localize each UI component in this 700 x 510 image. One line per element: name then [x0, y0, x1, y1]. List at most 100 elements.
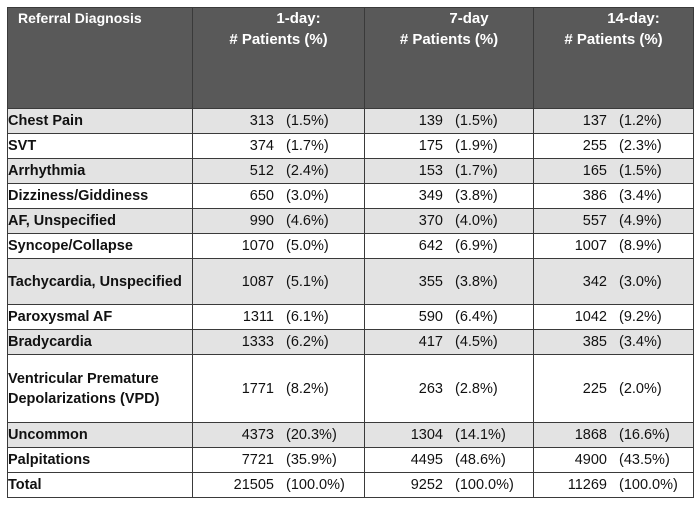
- patient-percent: (3.8%): [455, 273, 498, 290]
- header-1-day: 1-day: # Patients (%): [192, 7, 365, 109]
- patient-count: 385: [582, 334, 607, 350]
- diagnosis-label: SVT: [7, 133, 193, 159]
- patient-count: 7721: [241, 452, 274, 468]
- patient-percent: (9.2%): [619, 309, 662, 325]
- patient-percent: (5.0%): [286, 238, 329, 254]
- patient-count: 1868: [574, 427, 607, 443]
- patient-count: 4900: [574, 452, 607, 468]
- d1-cell: 1087 (5.1%): [192, 258, 365, 305]
- diagnosis-label: Arrhythmia: [7, 158, 193, 184]
- d7-cell: 9252 (100.0%): [364, 472, 534, 498]
- patient-percent: (3.8%): [455, 188, 498, 204]
- patient-percent: (1.2%): [619, 113, 662, 129]
- table-row: Dizziness/Giddiness 650 (3.0%) 349 (3.8%) 386…: [7, 183, 694, 209]
- header-14-day: 14-day: # Patients (%): [533, 7, 694, 109]
- patient-count: 4495: [410, 452, 443, 468]
- patient-count: 1042: [574, 309, 607, 325]
- patient-percent: (4.6%): [286, 213, 329, 229]
- d7-cell: 417 (4.5%): [364, 329, 534, 355]
- diagnosis-label: Paroxysmal AF: [7, 304, 193, 330]
- d1-cell: 313 (1.5%): [192, 108, 365, 134]
- patient-count: 175: [418, 138, 443, 154]
- d7-cell: 153 (1.7%): [364, 158, 534, 184]
- d1-cell: 4373 (20.3%): [192, 422, 365, 448]
- patient-percent: (16.6%): [619, 427, 670, 443]
- patient-percent: (100.0%): [619, 477, 678, 493]
- patient-count: 153: [418, 163, 443, 179]
- patient-count: 342: [582, 273, 607, 290]
- patient-count: 165: [582, 163, 607, 179]
- patient-count: 557: [582, 213, 607, 229]
- header-diagnosis: Referral Diagnosis: [7, 7, 193, 109]
- d1-cell: 7721 (35.9%): [192, 447, 365, 473]
- header-1-day-subtitle: # Patients (%): [229, 31, 328, 48]
- d7-cell: 1304 (14.1%): [364, 422, 534, 448]
- patient-percent: (6.4%): [455, 309, 498, 325]
- patient-percent: (3.4%): [619, 334, 662, 350]
- diagnosis-label: Ventricular Premature Depolarizations (V…: [7, 354, 193, 423]
- d7-cell: 263 (2.8%): [364, 354, 534, 423]
- d14-cell: 1042 (9.2%): [533, 304, 694, 330]
- d14-cell: 137 (1.2%): [533, 108, 694, 134]
- d1-cell: 1771 (8.2%): [192, 354, 365, 423]
- total-row: Total 21505 (100.0%) 9252 (100.0%) 11269 (100.…: [7, 472, 694, 498]
- patient-percent: (35.9%): [286, 452, 337, 468]
- d7-cell: 642 (6.9%): [364, 233, 534, 259]
- patient-percent: (8.2%): [286, 380, 329, 397]
- patient-count: 417: [418, 334, 443, 350]
- d14-cell: 385 (3.4%): [533, 329, 694, 355]
- d1-cell: 1070 (5.0%): [192, 233, 365, 259]
- d1-cell: 1311 (6.1%): [192, 304, 365, 330]
- patient-percent: (2.8%): [455, 380, 498, 397]
- table-row: Bradycardia 1333 (6.2%) 417 (4.5%) 385 (3.4%): [7, 329, 694, 355]
- diagnosis-label: Total: [7, 472, 193, 498]
- table-row: Chest Pain 313 (1.5%) 139 (1.5%) 137 (1.2%): [7, 108, 694, 134]
- patient-percent: (14.1%): [455, 427, 506, 443]
- patient-percent: (1.5%): [455, 113, 498, 129]
- header-14-day-subtitle: # Patients (%): [564, 31, 663, 48]
- d1-cell: 21505 (100.0%): [192, 472, 365, 498]
- patient-count: 139: [418, 113, 443, 129]
- table-row: Tachycardia, Unspecified 1087 (5.1%) 355 (3.…: [7, 258, 694, 305]
- patient-percent: (6.9%): [455, 238, 498, 254]
- patient-percent: (100.0%): [455, 477, 514, 493]
- header-14-day-title: 14-day:: [607, 10, 660, 27]
- patient-count: 1007: [574, 238, 607, 254]
- patient-count: 255: [582, 138, 607, 154]
- patient-count: 1311: [242, 309, 274, 325]
- d7-cell: 139 (1.5%): [364, 108, 534, 134]
- patient-count: 1070: [241, 238, 274, 254]
- patient-percent: (8.9%): [619, 238, 662, 254]
- patient-percent: (4.9%): [619, 213, 662, 229]
- table-row: Uncommon 4373 (20.3%) 1304 (14.1%) 1868 (16.6%…: [7, 422, 694, 448]
- patient-count: 642: [418, 238, 443, 254]
- patient-percent: (1.7%): [455, 163, 498, 179]
- diagnosis-label: Palpitations: [7, 447, 193, 473]
- patient-count: 313: [249, 113, 274, 129]
- patient-count: 1304: [410, 427, 443, 443]
- d14-cell: 342 (3.0%): [533, 258, 694, 305]
- d1-cell: 1333 (6.2%): [192, 329, 365, 355]
- d7-cell: 349 (3.8%): [364, 183, 534, 209]
- patient-percent: (1.9%): [455, 138, 498, 154]
- patient-percent: (5.1%): [286, 273, 329, 290]
- patient-count: 263: [418, 380, 443, 397]
- header-1-day-title: 1-day:: [276, 10, 321, 27]
- patient-percent: (3.4%): [619, 188, 662, 204]
- patient-count: 137: [582, 113, 607, 129]
- d1-cell: 512 (2.4%): [192, 158, 365, 184]
- table-row: AF, Unspecified 990 (4.6%) 370 (4.0%) 557 (4.9…: [7, 208, 694, 234]
- patient-percent: (6.1%): [286, 309, 329, 325]
- d14-cell: 557 (4.9%): [533, 208, 694, 234]
- d1-cell: 374 (1.7%): [192, 133, 365, 159]
- table-row: SVT 374 (1.7%) 175 (1.9%) 255 (2.3%): [7, 133, 694, 159]
- patient-count: 1333: [241, 334, 274, 350]
- patient-percent: (3.0%): [619, 273, 662, 290]
- d14-cell: 255 (2.3%): [533, 133, 694, 159]
- d14-cell: 4900 (43.5%): [533, 447, 694, 473]
- patient-percent: (43.5%): [619, 452, 670, 468]
- referral-diagnosis-table: Referral Diagnosis 1-day: # Patients (%)…: [7, 7, 694, 498]
- diagnosis-label: AF, Unspecified: [7, 208, 193, 234]
- header-7-day: 7-day # Patients (%): [364, 7, 534, 109]
- patient-count: 374: [249, 138, 274, 154]
